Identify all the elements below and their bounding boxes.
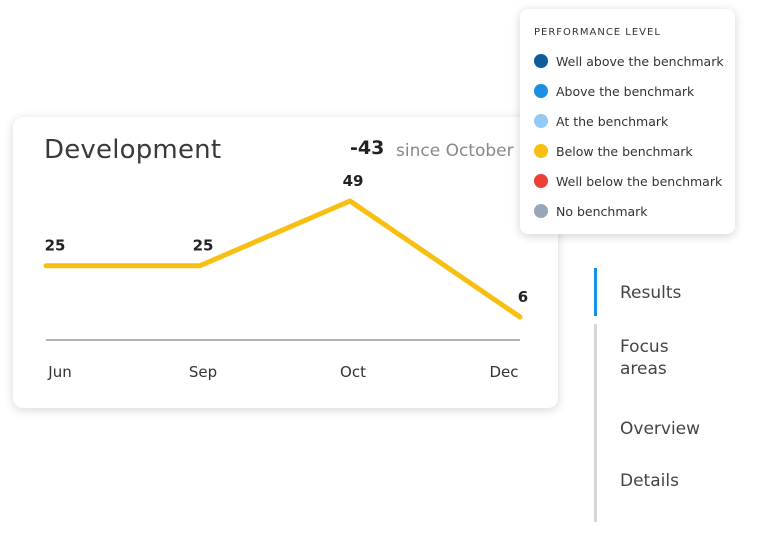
since-label: since October	[396, 141, 514, 161]
legend-item-below: Below the benchmark	[534, 141, 693, 161]
x-tick-label: Oct	[340, 363, 366, 381]
legend-label: At the benchmark	[556, 113, 669, 129]
data-label: 25	[193, 237, 214, 255]
x-tick-label: Sep	[189, 363, 217, 381]
development-line-chart: 25 Jun 25 Sep 49 Oct 6 Dec	[43, 172, 528, 381]
legend-item-above: Above the benchmark	[534, 81, 694, 101]
x-tick-label: Dec	[489, 363, 518, 381]
legend-item-no-benchmark: No benchmark	[534, 201, 648, 221]
x-tick-label: Jun	[47, 363, 71, 381]
legend-label: Well below the benchmark	[556, 173, 723, 189]
legend-item-well-above: Well above the benchmark	[534, 51, 724, 71]
legend-dot-icon	[534, 54, 548, 68]
legend-dot-icon	[534, 174, 548, 188]
delta-value: -43	[350, 137, 385, 159]
nav-active-indicator	[594, 268, 597, 316]
legend-dot-icon	[534, 84, 548, 98]
data-label: 49	[343, 172, 364, 190]
nav-item-focus-areas[interactable]: Focus areas	[620, 337, 669, 379]
data-label: 6	[518, 288, 528, 306]
performance-legend: PERFORMANCE LEVEL Well above the benchma…	[520, 9, 735, 234]
nav-item-results[interactable]: Results	[620, 283, 682, 303]
series-line	[43, 198, 523, 320]
legend-item-at: At the benchmark	[534, 111, 668, 131]
section-nav: Results Focus areas Overview Details	[594, 268, 754, 523]
legend-label: Below the benchmark	[556, 143, 693, 159]
legend-item-well-below: Well below the benchmark	[534, 171, 722, 191]
legend-label: Well above the benchmark	[556, 53, 724, 69]
nav-track	[594, 324, 597, 522]
data-label: 25	[45, 237, 66, 255]
legend-title: PERFORMANCE LEVEL	[534, 27, 661, 38]
nav-item-overview[interactable]: Overview	[620, 419, 701, 439]
legend-label: No benchmark	[556, 203, 648, 219]
legend-dot-icon	[534, 114, 548, 128]
legend-label: Above the benchmark	[556, 83, 695, 99]
card-title: Development	[44, 135, 222, 165]
legend-dot-icon	[534, 144, 548, 158]
development-card: Development -43 since October 25 Jun 25 Sep…	[13, 117, 558, 408]
legend-dot-icon	[534, 204, 548, 218]
nav-item-details[interactable]: Details	[620, 471, 679, 491]
